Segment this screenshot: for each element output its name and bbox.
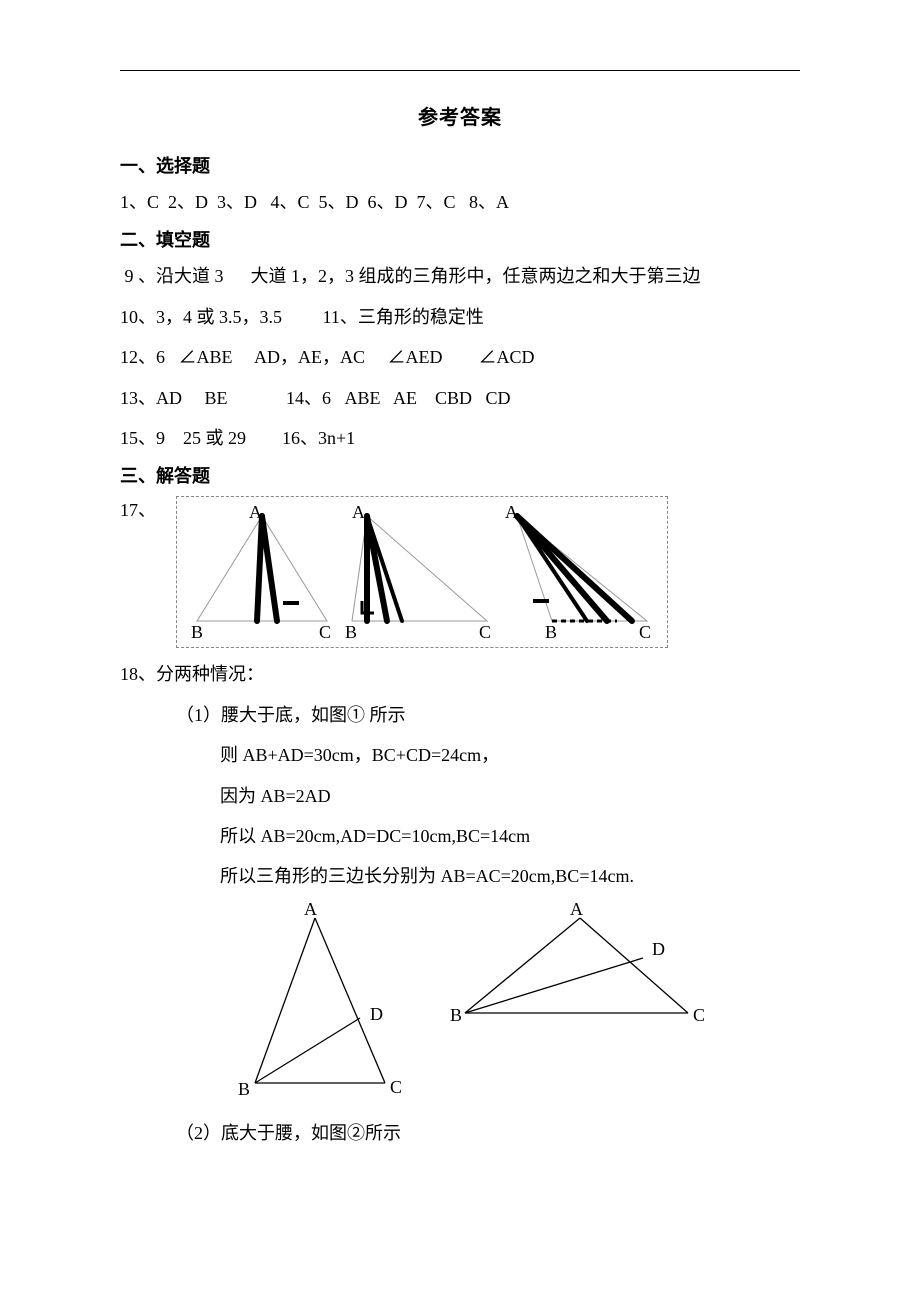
question-18-figure-2: A B C D xyxy=(450,903,710,1043)
svg-text:C: C xyxy=(390,1077,402,1097)
choice-answers-line: 1、C 2、D 3、D 4、C 5、D 6、D 7、C 8、A xyxy=(120,186,800,218)
top-rule xyxy=(120,70,800,71)
svg-text:A: A xyxy=(505,503,518,522)
fill-line-10-11: 10、3，4 或 3.5，3.5 11、三角形的稳定性 xyxy=(120,301,800,333)
svg-text:B: B xyxy=(545,622,557,642)
svg-text:D: D xyxy=(652,939,665,959)
question-18-block: 18、分两种情况： （1）腰大于底，如图① 所示 则 AB+AD=30cm，BC… xyxy=(120,658,800,1149)
question-18-case1-line-1: 则 AB+AD=30cm，BC+CD=24cm， xyxy=(120,739,800,771)
svg-text:A: A xyxy=(570,903,583,919)
question-18-case1-line-4: 所以三角形的三边长分别为 AB=AC=20cm,BC=14cm. xyxy=(120,860,800,892)
question-18-case2-heading: （2）底大于腰，如图②所示 xyxy=(120,1117,800,1149)
svg-text:B: B xyxy=(238,1079,250,1099)
question-17-row: 17、 ABCABCABC xyxy=(120,496,800,648)
svg-text:A: A xyxy=(352,503,365,522)
question-18-figure-1: A B C D xyxy=(230,903,420,1103)
svg-text:D: D xyxy=(370,1004,383,1024)
question-17-svg: ABCABCABC xyxy=(187,503,657,643)
section-3-heading: 三、解答题 xyxy=(120,462,800,488)
page: 参考答案 一、选择题 1、C 2、D 3、D 4、C 5、D 6、D 7、C 8… xyxy=(0,0,920,1302)
svg-text:A: A xyxy=(304,903,317,919)
question-17-diagram-box: ABCABCABC xyxy=(176,496,668,648)
fill-line-9: 9 、沿大道 3 大道 1，2，3 组成的三角形中，任意两边之和大于第三边 xyxy=(120,260,800,292)
section-1-heading: 一、选择题 xyxy=(120,152,800,178)
section-2-heading: 二、填空题 xyxy=(120,226,800,252)
question-18-intro: 18、分两种情况： xyxy=(120,658,800,690)
fill-line-13-14: 13、AD BE 14、6 ABE AE CBD CD xyxy=(120,382,800,414)
question-18-figures-row: A B C D A B C D xyxy=(230,903,800,1103)
svg-text:A: A xyxy=(249,503,262,522)
fill-line-12: 12、6 ∠ABE AD，AE，AC ∠AED ∠ACD xyxy=(120,341,800,373)
svg-text:C: C xyxy=(319,622,331,642)
svg-text:C: C xyxy=(693,1005,705,1025)
question-18-case1-heading: （1）腰大于底，如图① 所示 xyxy=(120,699,800,731)
svg-text:B: B xyxy=(191,622,203,642)
page-title: 参考答案 xyxy=(120,101,800,130)
fill-line-15-16: 15、9 25 或 29 16、3n+1 xyxy=(120,422,800,454)
svg-text:B: B xyxy=(450,1005,462,1025)
question-18-case1-line-2: 因为 AB=2AD xyxy=(120,780,800,812)
svg-text:C: C xyxy=(639,622,651,642)
question-17-label: 17、 xyxy=(120,496,176,522)
svg-text:B: B xyxy=(345,622,357,642)
svg-text:C: C xyxy=(479,622,491,642)
question-18-case1-line-3: 所以 AB=20cm,AD=DC=10cm,BC=14cm xyxy=(120,820,800,852)
